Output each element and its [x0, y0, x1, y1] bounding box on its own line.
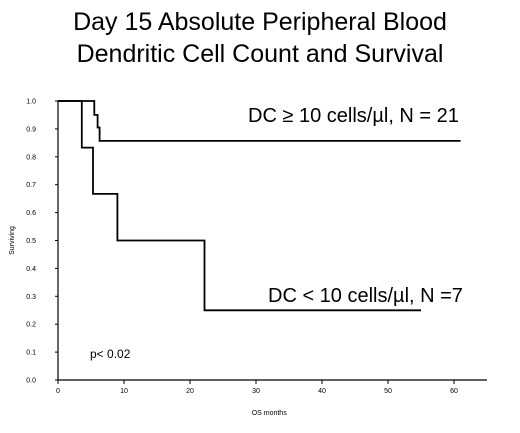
y-tick-label: 0.1	[26, 350, 36, 357]
y-tick-label: 0.3	[26, 294, 36, 301]
series-label-high-dc: DC ≥ 10 cells/µl, N = 21	[248, 105, 459, 127]
x-tick-label: 0	[56, 388, 60, 395]
y-tick-label: 0.5	[26, 238, 36, 245]
y-tick-label: 0.6	[26, 210, 36, 217]
series-label-low-dc: DC < 10 cells/µl, N =7	[268, 285, 463, 307]
y-tick-label: 0.8	[26, 154, 36, 161]
survival-curve-low-dc	[58, 100, 421, 312]
y-tick-label: 0.9	[26, 126, 36, 133]
x-ticks: 0 10 20 30 40 50 60	[56, 380, 458, 395]
chart-title-line-2: Dendritic Cell Count and Survival	[76, 40, 444, 68]
x-tick-label: 20	[186, 388, 194, 395]
chart-title-line-1: Day 15 Absolute Peripheral Blood	[73, 8, 447, 36]
survival-curve-high-dc	[58, 100, 461, 142]
y-tick-label: 0.0	[26, 378, 36, 385]
x-tick-label: 10	[120, 388, 128, 395]
y-tick-label: 0.2	[26, 322, 36, 329]
y-tick-label: 0.4	[26, 266, 36, 273]
y-axis-label: Surviving	[9, 226, 16, 255]
series-group	[58, 100, 461, 312]
x-tick-label: 50	[384, 388, 392, 395]
x-tick-label: 60	[450, 388, 458, 395]
y-tick-label: 0.7	[26, 182, 36, 189]
p-value-annotation: p< 0.02	[90, 347, 131, 361]
y-tick-label: 1.0	[26, 99, 36, 106]
x-tick-label: 30	[252, 388, 260, 395]
y-ticks: 0.0 0.1 0.2 0.3 0.4 0.5 0.6 0.7 0.8 0.9 1.0	[26, 99, 58, 385]
x-axis-label: OS months	[252, 410, 288, 417]
x-tick-label: 40	[318, 388, 326, 395]
